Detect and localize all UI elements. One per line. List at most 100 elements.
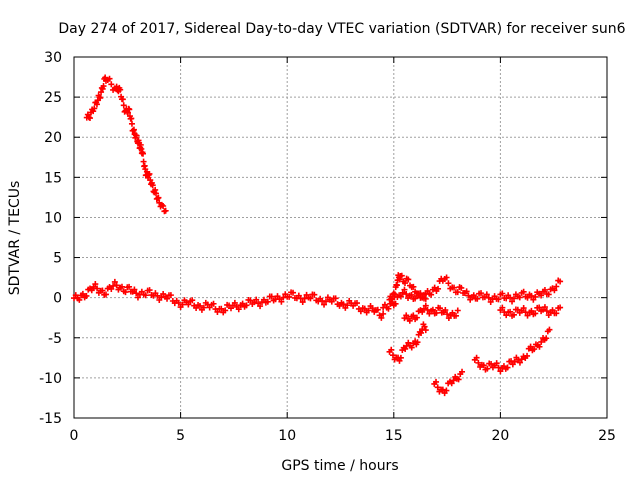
data-point [185,301,192,308]
data-point [222,307,229,314]
data-point [557,304,564,311]
data-point [102,291,109,298]
data-point [421,323,428,330]
data-point [392,300,399,307]
data-point [98,89,105,96]
data-point [397,293,404,300]
data-point [299,299,306,306]
data-point [97,94,104,101]
data-point [218,305,225,312]
data-point [553,310,560,317]
data-point [307,295,314,302]
series-arc-mid-22 [497,304,564,319]
data-point [140,150,147,157]
data-point [146,287,153,294]
data-point [92,281,99,288]
data-point [214,308,221,315]
data-point [93,101,100,108]
y-tick-label: 15 [44,170,62,186]
data-point [536,304,543,311]
series-arc-low-17 [431,368,466,397]
data-point [520,288,527,295]
data-point [126,283,133,290]
series-arc-low-20 [471,326,553,375]
data-point [470,292,477,299]
data-point [311,291,318,298]
data-point [415,290,422,297]
data-point [210,300,217,307]
data-point [483,291,490,298]
data-point [545,291,552,298]
data-point [514,306,521,313]
data-point [454,307,461,314]
data-point [524,294,531,301]
data-point [405,276,412,283]
data-point [120,102,127,109]
data-point [133,290,140,297]
data-point [344,302,351,309]
data-point [531,346,538,353]
data-point [108,285,115,292]
data-point [149,182,156,189]
data-point [374,306,381,313]
data-point [108,81,115,88]
data-point [321,301,328,308]
data-point [532,293,539,300]
data-point [406,317,413,324]
series-arc-lower-2 [386,321,429,364]
data-point [86,115,93,122]
data-point [520,305,527,312]
x-axis-label: GPS time / hours [281,458,398,474]
data-point [353,300,360,307]
data-point [455,376,462,383]
plot-frame [73,56,608,419]
data-point [401,280,408,287]
data-point [495,296,502,303]
data-point [527,343,534,350]
x-tick-label: 0 [70,428,79,444]
data-point [322,298,329,305]
data-point [516,294,523,301]
x-tick-label: 10 [278,428,296,444]
y-tick-label: 5 [53,251,62,267]
data-point [398,272,405,279]
data-point [451,284,458,291]
data-point [507,308,514,315]
data-point [286,293,293,300]
data-point [474,295,481,302]
data-point [79,290,86,297]
data-point [155,194,162,201]
data-point [497,368,504,375]
data-point [257,303,264,310]
data-point [264,298,271,305]
data-point [511,358,518,365]
data-point [200,304,207,311]
y-tick-label: 10 [44,210,62,226]
data-point [113,282,120,289]
data-point [546,326,553,333]
data-point [549,307,556,314]
data-point [478,290,485,297]
data-point [152,186,159,193]
data-point [361,305,368,312]
data-point [378,314,385,321]
data-point [278,298,285,305]
y-tick-label: -10 [39,371,62,387]
series-main-band [71,278,387,321]
data-point [365,307,372,314]
data-point [516,359,523,366]
data-point [444,311,451,318]
data-point [106,75,113,82]
series-arc-17 [422,274,564,305]
data-point [243,302,250,309]
data-point [239,300,246,307]
data-point [122,289,129,296]
data-point [403,291,410,298]
data-point [397,354,404,361]
data-point [100,83,107,90]
data-point [422,327,429,334]
grid [74,57,607,418]
data-point [133,132,140,139]
data-point [493,360,500,367]
data-point [94,285,101,292]
